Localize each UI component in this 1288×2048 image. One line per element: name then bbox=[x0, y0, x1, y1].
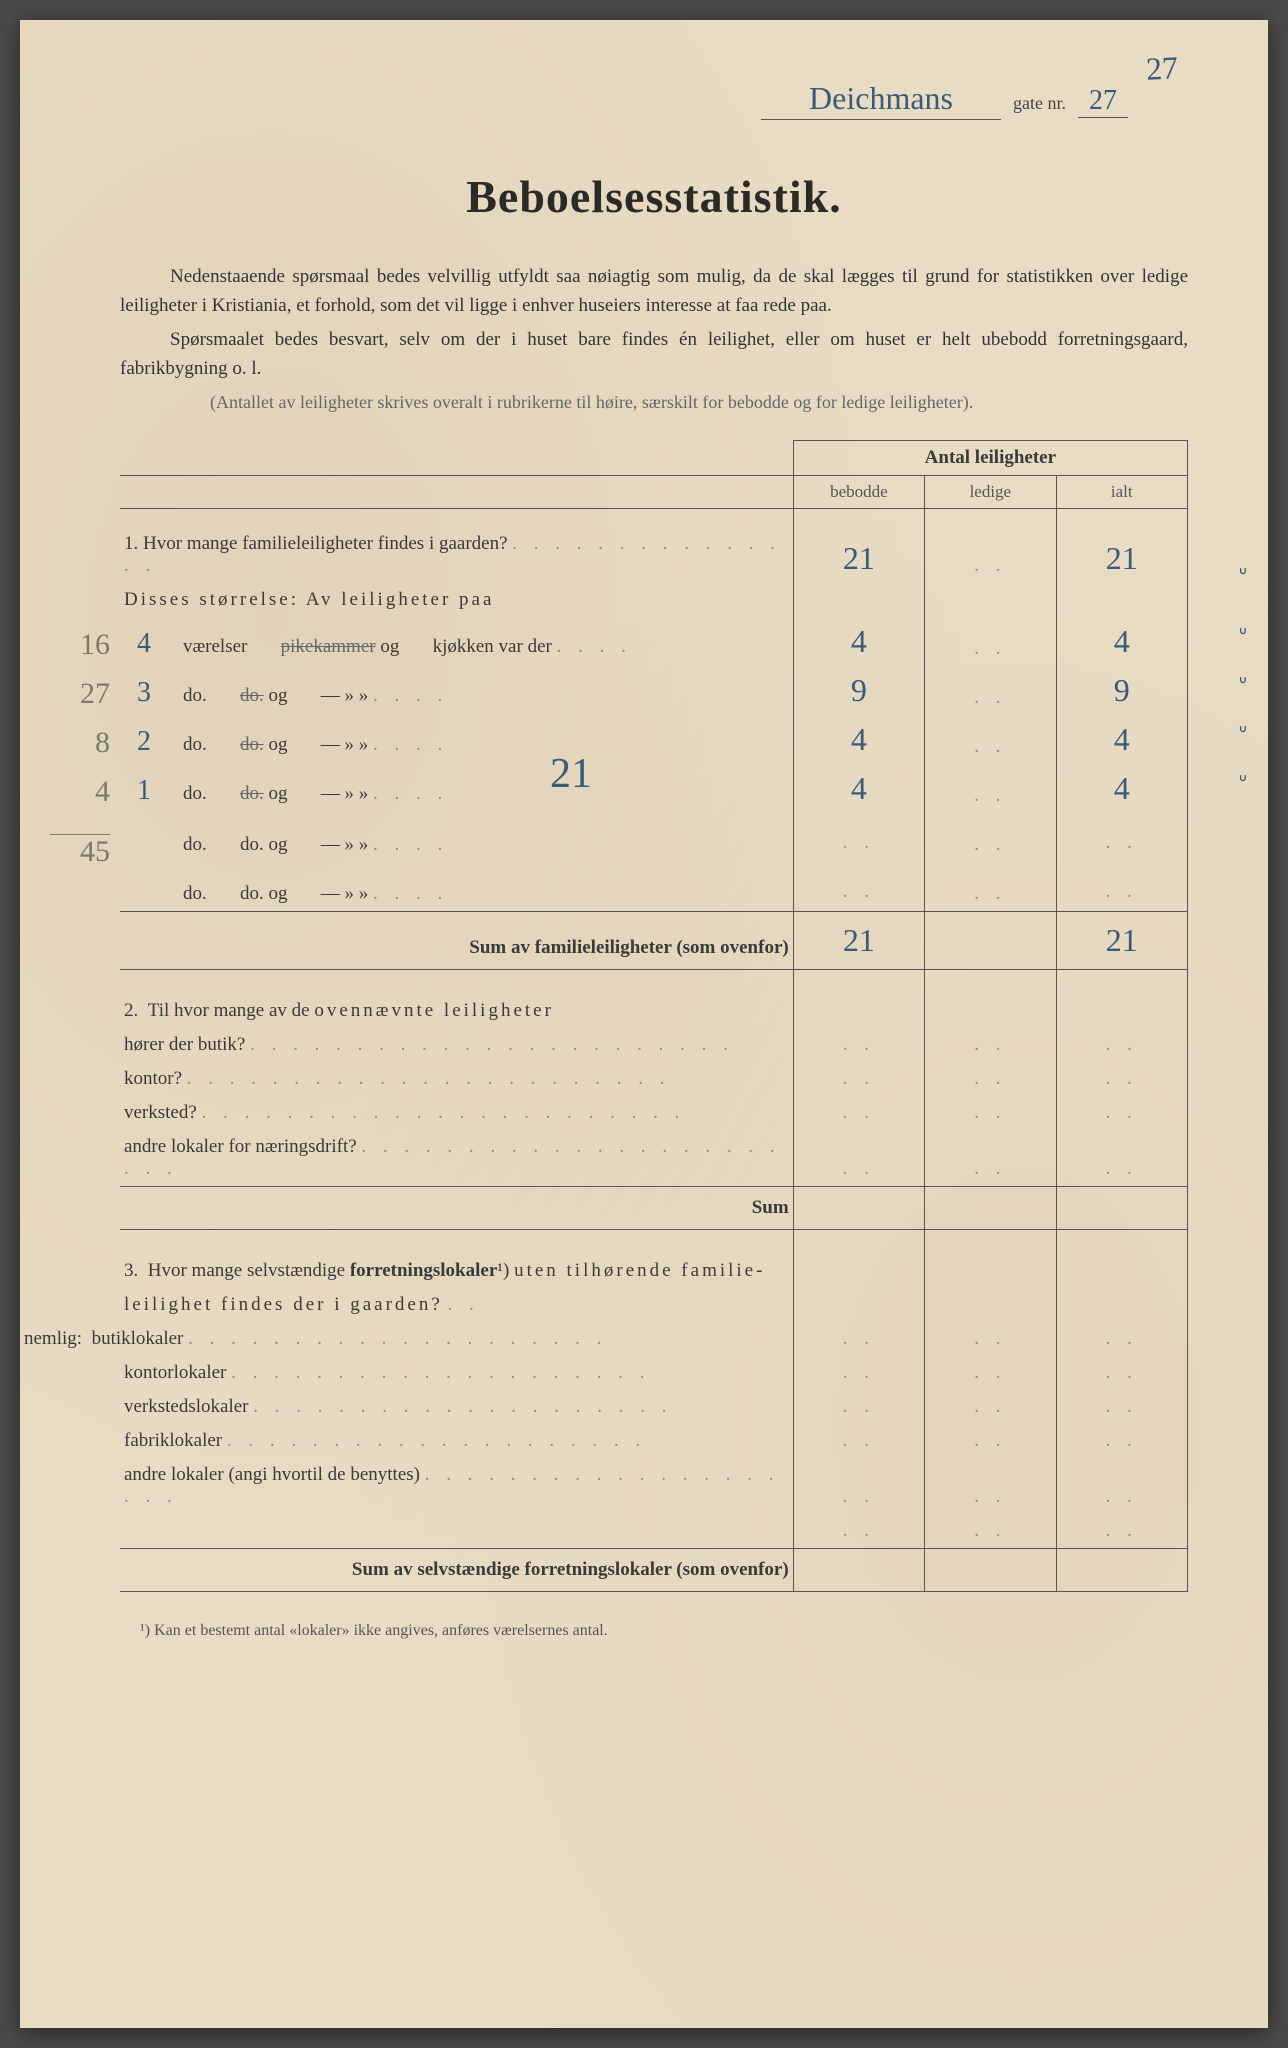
q2-text: 2. Til hvor mange av de ovennævnte leili… bbox=[120, 970, 793, 1029]
row-bebodde: 9 bbox=[793, 666, 924, 715]
margin-note: 4 bbox=[50, 775, 110, 809]
row-ialt: 4ᐡ bbox=[1056, 764, 1187, 813]
document-page: 27 Deichmans gate nr. 27 Beboelsesstatis… bbox=[20, 20, 1268, 2028]
margin-note: 16 bbox=[50, 628, 110, 662]
col-ledige: ledige bbox=[925, 476, 1056, 509]
size-row: 45 do. do. og — » » . . . . . . . . . . bbox=[120, 813, 1188, 862]
intro-note: (Antallet av leiligheter skrives overalt… bbox=[120, 389, 1188, 416]
q1-sum-bebodde: 21 bbox=[793, 912, 924, 970]
q1-text: 1. Hvor mange familieleiligheter findes … bbox=[120, 509, 793, 584]
q3-line: fabriklokaler . . . . . . . . . . . . . … bbox=[120, 1424, 1188, 1458]
size-row: 4 1 do. do. og — » » . . . . 21 4 . . 4ᐡ bbox=[120, 764, 1188, 813]
q2-line: hører der butik? . . . . . . . . . . . .… bbox=[120, 1028, 1188, 1062]
q3-line: andre lokaler (angi hvortil de benyttes)… bbox=[120, 1458, 1188, 1514]
room-count: 3 bbox=[124, 677, 164, 709]
row-bebodde: 4 bbox=[793, 764, 924, 813]
row-ialt: . . bbox=[1056, 813, 1187, 862]
col-ialt: ialt bbox=[1056, 476, 1187, 509]
row-ialt: . . bbox=[1056, 862, 1187, 912]
q1-sum-label: Sum av familieleiligheter (som ovenfor) bbox=[120, 912, 793, 970]
q3-line: kontorlokaler . . . . . . . . . . . . . … bbox=[120, 1356, 1188, 1390]
q2-line: verksted? . . . . . . . . . . . . . . . … bbox=[120, 1096, 1188, 1130]
footnote: ¹) Kan et bestemt antal «lokaler» ikke a… bbox=[120, 1622, 1188, 1640]
table-header: Antal leiligheter bbox=[793, 441, 1187, 476]
col-bebodde: bebodde bbox=[793, 476, 924, 509]
q3-sum-label: Sum av selvstændige forretningslokaler (… bbox=[120, 1549, 793, 1592]
row-ialt: 4ᐡ bbox=[1056, 715, 1187, 764]
q1-sum-ialt: 21 bbox=[1056, 912, 1187, 970]
q2-sum: Sum bbox=[120, 1187, 793, 1230]
q2-line: kontor? . . . . . . . . . . . . . . . . … bbox=[120, 1062, 1188, 1096]
q1-ialt: 21 bbox=[1056, 509, 1187, 584]
room-count: 1 bbox=[124, 775, 164, 807]
q3-line: verkstedslokaler . . . . . . . . . . . .… bbox=[120, 1390, 1188, 1424]
size-row: 27 3 do. do. og — » » . . . . 9 . . 9ᐡ bbox=[120, 666, 1188, 715]
corner-page-number: 27 bbox=[1145, 49, 1179, 88]
q2-line: andre lokaler for næringsdrift? . . . . … bbox=[120, 1130, 1188, 1187]
q1-bebodde: 21 bbox=[793, 509, 924, 584]
size-row: do. do. og — » » . . . . . . . . . . bbox=[120, 862, 1188, 912]
page-title: Beboelsesstatistik. bbox=[120, 170, 1188, 223]
street-name: Deichmans bbox=[761, 80, 1001, 120]
row-ialt: 4ᐡ bbox=[1056, 617, 1187, 666]
room-count: 2 bbox=[124, 726, 164, 758]
row-ialt: 9ᐡ bbox=[1056, 666, 1187, 715]
q3-text-a: 3. Hvor mange selvstændige forretningslo… bbox=[120, 1230, 793, 1289]
row-bebodde: 4 bbox=[793, 715, 924, 764]
margin-note: 8 bbox=[50, 726, 110, 760]
margin-note: 45 bbox=[50, 834, 110, 869]
row-bebodde: . . bbox=[793, 862, 924, 912]
gate-nr-value: 27 bbox=[1078, 85, 1128, 118]
gate-nr-label: gate nr. bbox=[1013, 93, 1066, 114]
room-count: 4 bbox=[124, 628, 164, 660]
row-bebodde: . . bbox=[793, 813, 924, 862]
q3-line: nemlig: butiklokaler . . . . . . . . . .… bbox=[120, 1322, 1188, 1356]
intro-note-text: (Antallet av leiligheter skrives overalt… bbox=[210, 392, 973, 412]
statistics-table: Antal leiligheter bebodde ledige ialt 1.… bbox=[120, 440, 1188, 1592]
margin-note: 27 bbox=[50, 677, 110, 711]
intro-paragraph-1: Nedenstaaende spørsmaal bedes velvillig … bbox=[120, 263, 1188, 320]
size-row: 8 2 do. do. og — » » . . . . 4 . . 4ᐡ bbox=[120, 715, 1188, 764]
size-row: 16 4 værelser pikekammer og kjøkken var … bbox=[120, 617, 1188, 666]
row-bebodde: 4 bbox=[793, 617, 924, 666]
q1-sublabel: Disses størrelse: Av leiligheter paa bbox=[120, 583, 793, 617]
intro-paragraph-2: Spørsmaalet bedes besvart, selv om der i… bbox=[120, 326, 1188, 383]
address-header: Deichmans gate nr. 27 bbox=[120, 80, 1188, 120]
q3-text-b: leilighet findes der i gaarden? . . bbox=[120, 1288, 793, 1322]
